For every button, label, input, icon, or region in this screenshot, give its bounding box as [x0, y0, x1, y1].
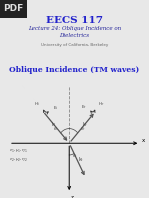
Text: $\varepsilon_1,\mu_1,\eta_1$: $\varepsilon_1,\mu_1,\eta_1$	[9, 148, 28, 155]
Text: University of California, Berkeley: University of California, Berkeley	[41, 43, 108, 47]
FancyBboxPatch shape	[0, 0, 27, 18]
Text: Lecture 24: Oblique Incidence on
Dielectrics: Lecture 24: Oblique Incidence on Dielect…	[28, 26, 121, 38]
Text: PDF: PDF	[3, 4, 24, 13]
Text: $\varepsilon_2,\mu_2,\eta_2$: $\varepsilon_2,\mu_2,\eta_2$	[9, 156, 28, 164]
Text: E$_r$: E$_r$	[81, 103, 87, 111]
Text: x: x	[142, 138, 145, 143]
Text: EECS 117: EECS 117	[46, 16, 103, 25]
Text: $\theta_t$: $\theta_t$	[72, 152, 77, 160]
Text: k$_t$: k$_t$	[78, 155, 84, 164]
Text: k$_r$: k$_r$	[82, 120, 88, 129]
Text: H$_r$: H$_r$	[98, 100, 104, 108]
Text: $\theta_i$: $\theta_i$	[53, 126, 58, 133]
Text: $\theta_r$: $\theta_r$	[80, 126, 85, 133]
Text: z: z	[71, 195, 74, 198]
Text: k$_i$: k$_i$	[51, 120, 56, 129]
Text: E$_i$: E$_i$	[53, 105, 58, 112]
Text: Oblique Incidence (TM waves): Oblique Incidence (TM waves)	[9, 66, 140, 74]
Text: H$_i$: H$_i$	[34, 100, 40, 108]
